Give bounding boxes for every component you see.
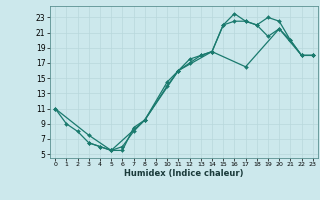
X-axis label: Humidex (Indice chaleur): Humidex (Indice chaleur) [124, 169, 244, 178]
